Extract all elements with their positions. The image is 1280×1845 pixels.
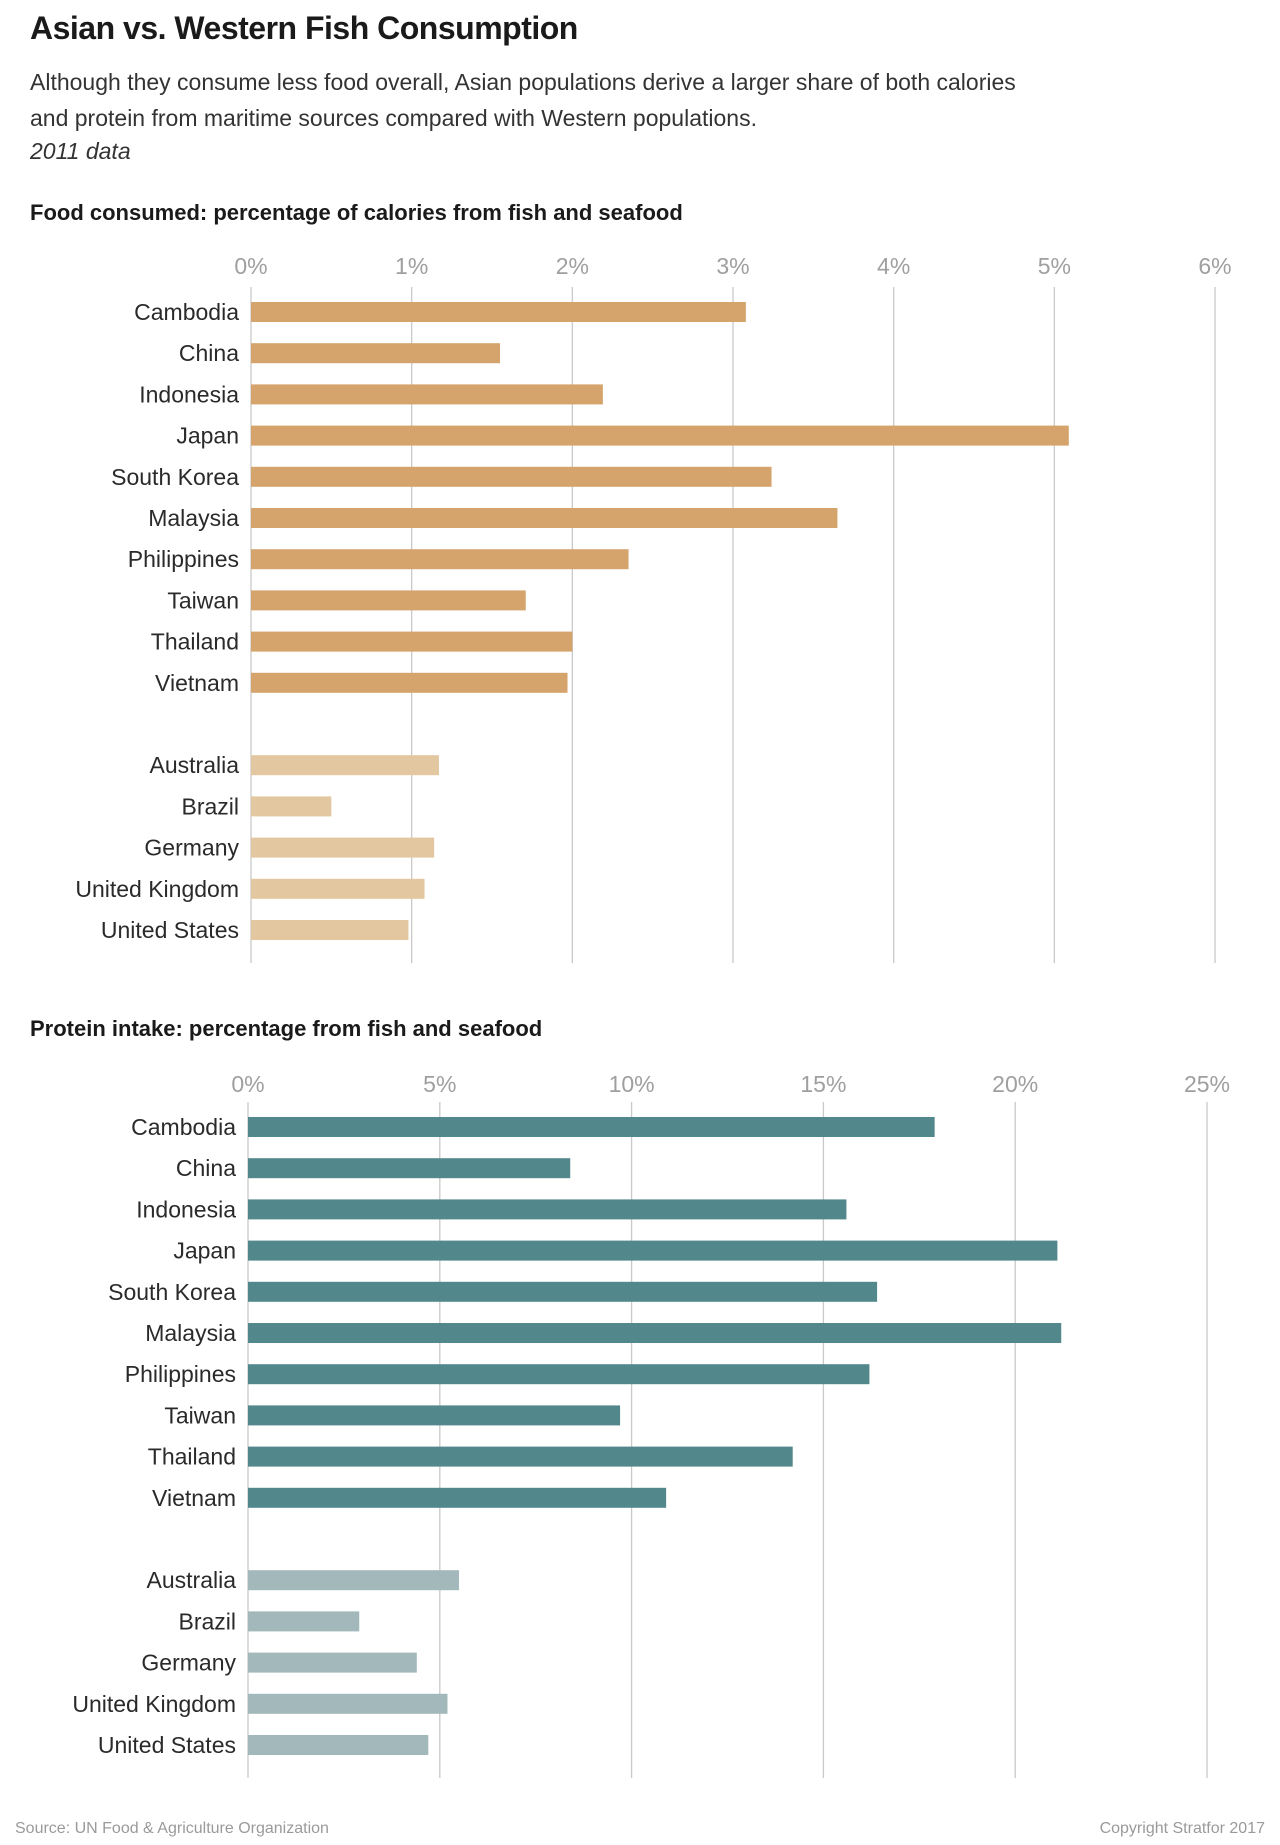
data-year-note: 2011 data	[30, 138, 131, 164]
category-label-malaysia: Malaysia	[145, 1320, 236, 1346]
category-label-china: China	[176, 1155, 236, 1181]
category-label-vietnam: Vietnam	[155, 670, 239, 696]
bar-vietnam	[251, 672, 568, 693]
category-label-germany: Germany	[144, 835, 239, 861]
x-tick-label: 15%	[800, 1071, 846, 1097]
bar-thailand	[251, 631, 573, 652]
bar-japan	[248, 1240, 1058, 1261]
category-label-australia: Australia	[147, 1567, 237, 1593]
x-tick-label: 2%	[556, 253, 589, 279]
bar-philippines	[251, 549, 629, 570]
bar-taiwan	[251, 590, 526, 611]
bar-philippines	[248, 1364, 870, 1385]
calories-chart-title: Food consumed: percentage of calories fr…	[30, 200, 683, 225]
x-tick-label: 0%	[231, 1071, 264, 1097]
category-label-philippines: Philippines	[125, 1361, 236, 1387]
category-label-south-korea: South Korea	[111, 464, 239, 490]
bar-indonesia	[248, 1199, 847, 1220]
x-tick-label: 0%	[234, 253, 267, 279]
category-label-united-kingdom: United Kingdom	[72, 1691, 236, 1717]
bar-germany	[248, 1652, 417, 1673]
category-label-taiwan: Taiwan	[167, 587, 239, 613]
calories-chart: 0% 1% 2% 3% 4% 5% 6% Cambodia China Indonesia Japa…	[75, 253, 1232, 963]
bar-brazil	[248, 1611, 360, 1632]
bar-south-korea	[251, 466, 772, 487]
category-label-japan: Japan	[173, 1238, 236, 1264]
category-label-china: China	[179, 340, 239, 366]
bar-vietnam	[248, 1487, 667, 1508]
category-label-united-states: United States	[98, 1732, 236, 1758]
x-tick-label: 5%	[1038, 253, 1071, 279]
category-label-indonesia: Indonesia	[139, 381, 239, 407]
x-tick-label: 6%	[1198, 253, 1231, 279]
bar-indonesia	[251, 384, 603, 405]
x-tick-label: 5%	[423, 1071, 456, 1097]
x-tick-label: 10%	[609, 1071, 655, 1097]
bar-united-kingdom	[251, 878, 425, 899]
bar-united-kingdom	[248, 1693, 448, 1714]
protein-chart-title: Protein intake: percentage from fish and…	[30, 1016, 543, 1041]
category-label-australia: Australia	[150, 752, 240, 778]
bar-malaysia	[248, 1323, 1062, 1343]
x-tick-label: 20%	[992, 1071, 1038, 1097]
x-tick-label: 1%	[395, 253, 428, 279]
category-label-cambodia: Cambodia	[134, 299, 239, 325]
bar-united-states	[251, 920, 409, 940]
bar-taiwan	[248, 1405, 621, 1426]
copyright-note: Copyright Stratfor 2017	[1099, 1820, 1265, 1837]
category-label-united-kingdom: United Kingdom	[75, 876, 239, 902]
category-label-taiwan: Taiwan	[164, 1402, 236, 1428]
category-label-cambodia: Cambodia	[131, 1114, 236, 1140]
bar-thailand	[248, 1446, 793, 1467]
bar-japan	[251, 425, 1069, 446]
category-label-japan: Japan	[176, 423, 239, 449]
category-label-united-states: United States	[101, 917, 239, 943]
bar-south-korea	[248, 1281, 878, 1302]
bar-brazil	[251, 796, 332, 817]
page-title: Asian vs. Western Fish Consumption	[30, 10, 578, 46]
bar-cambodia	[251, 302, 746, 322]
category-label-vietnam: Vietnam	[152, 1485, 236, 1511]
bar-china	[251, 343, 501, 364]
page-subtitle: Although they consume less food overall,…	[30, 69, 1016, 131]
bar-germany	[251, 837, 435, 858]
category-label-germany: Germany	[141, 1650, 236, 1676]
bar-malaysia	[251, 508, 838, 528]
x-tick-label: 3%	[716, 253, 749, 279]
category-label-malaysia: Malaysia	[148, 505, 239, 531]
x-tick-label: 4%	[877, 253, 910, 279]
category-label-thailand: Thailand	[151, 629, 239, 655]
bar-united-states	[248, 1735, 429, 1755]
protein-chart: 0% 5% 10% 15% 20% 25% Cambodia China Indonesia Ja…	[72, 1071, 1230, 1778]
bar-australia	[248, 1570, 459, 1591]
category-label-philippines: Philippines	[128, 546, 239, 572]
x-tick-label: 25%	[1184, 1071, 1230, 1097]
category-label-brazil: Brazil	[178, 1608, 236, 1634]
category-label-thailand: Thailand	[148, 1444, 236, 1470]
category-label-south-korea: South Korea	[108, 1279, 236, 1305]
bar-china	[248, 1158, 571, 1179]
category-label-brazil: Brazil	[181, 793, 239, 819]
bar-cambodia	[248, 1117, 935, 1137]
bar-australia	[251, 755, 439, 776]
category-label-indonesia: Indonesia	[136, 1196, 236, 1222]
source-note: Source: UN Food & Agriculture Organizati…	[15, 1820, 329, 1837]
